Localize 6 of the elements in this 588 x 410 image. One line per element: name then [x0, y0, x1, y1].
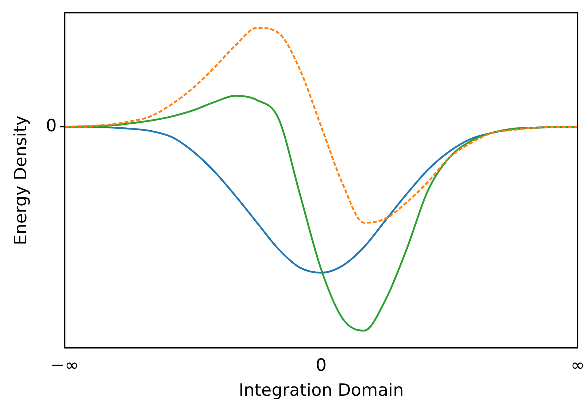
x-tick-label: 0	[316, 356, 327, 376]
x-axis-title: Integration Domain	[238, 381, 404, 402]
text: 0	[46, 116, 57, 136]
x-tick-label: ∞	[570, 356, 586, 376]
x-tick-label: −∞	[50, 356, 80, 376]
y-axis-title: Energy Density	[11, 116, 32, 246]
